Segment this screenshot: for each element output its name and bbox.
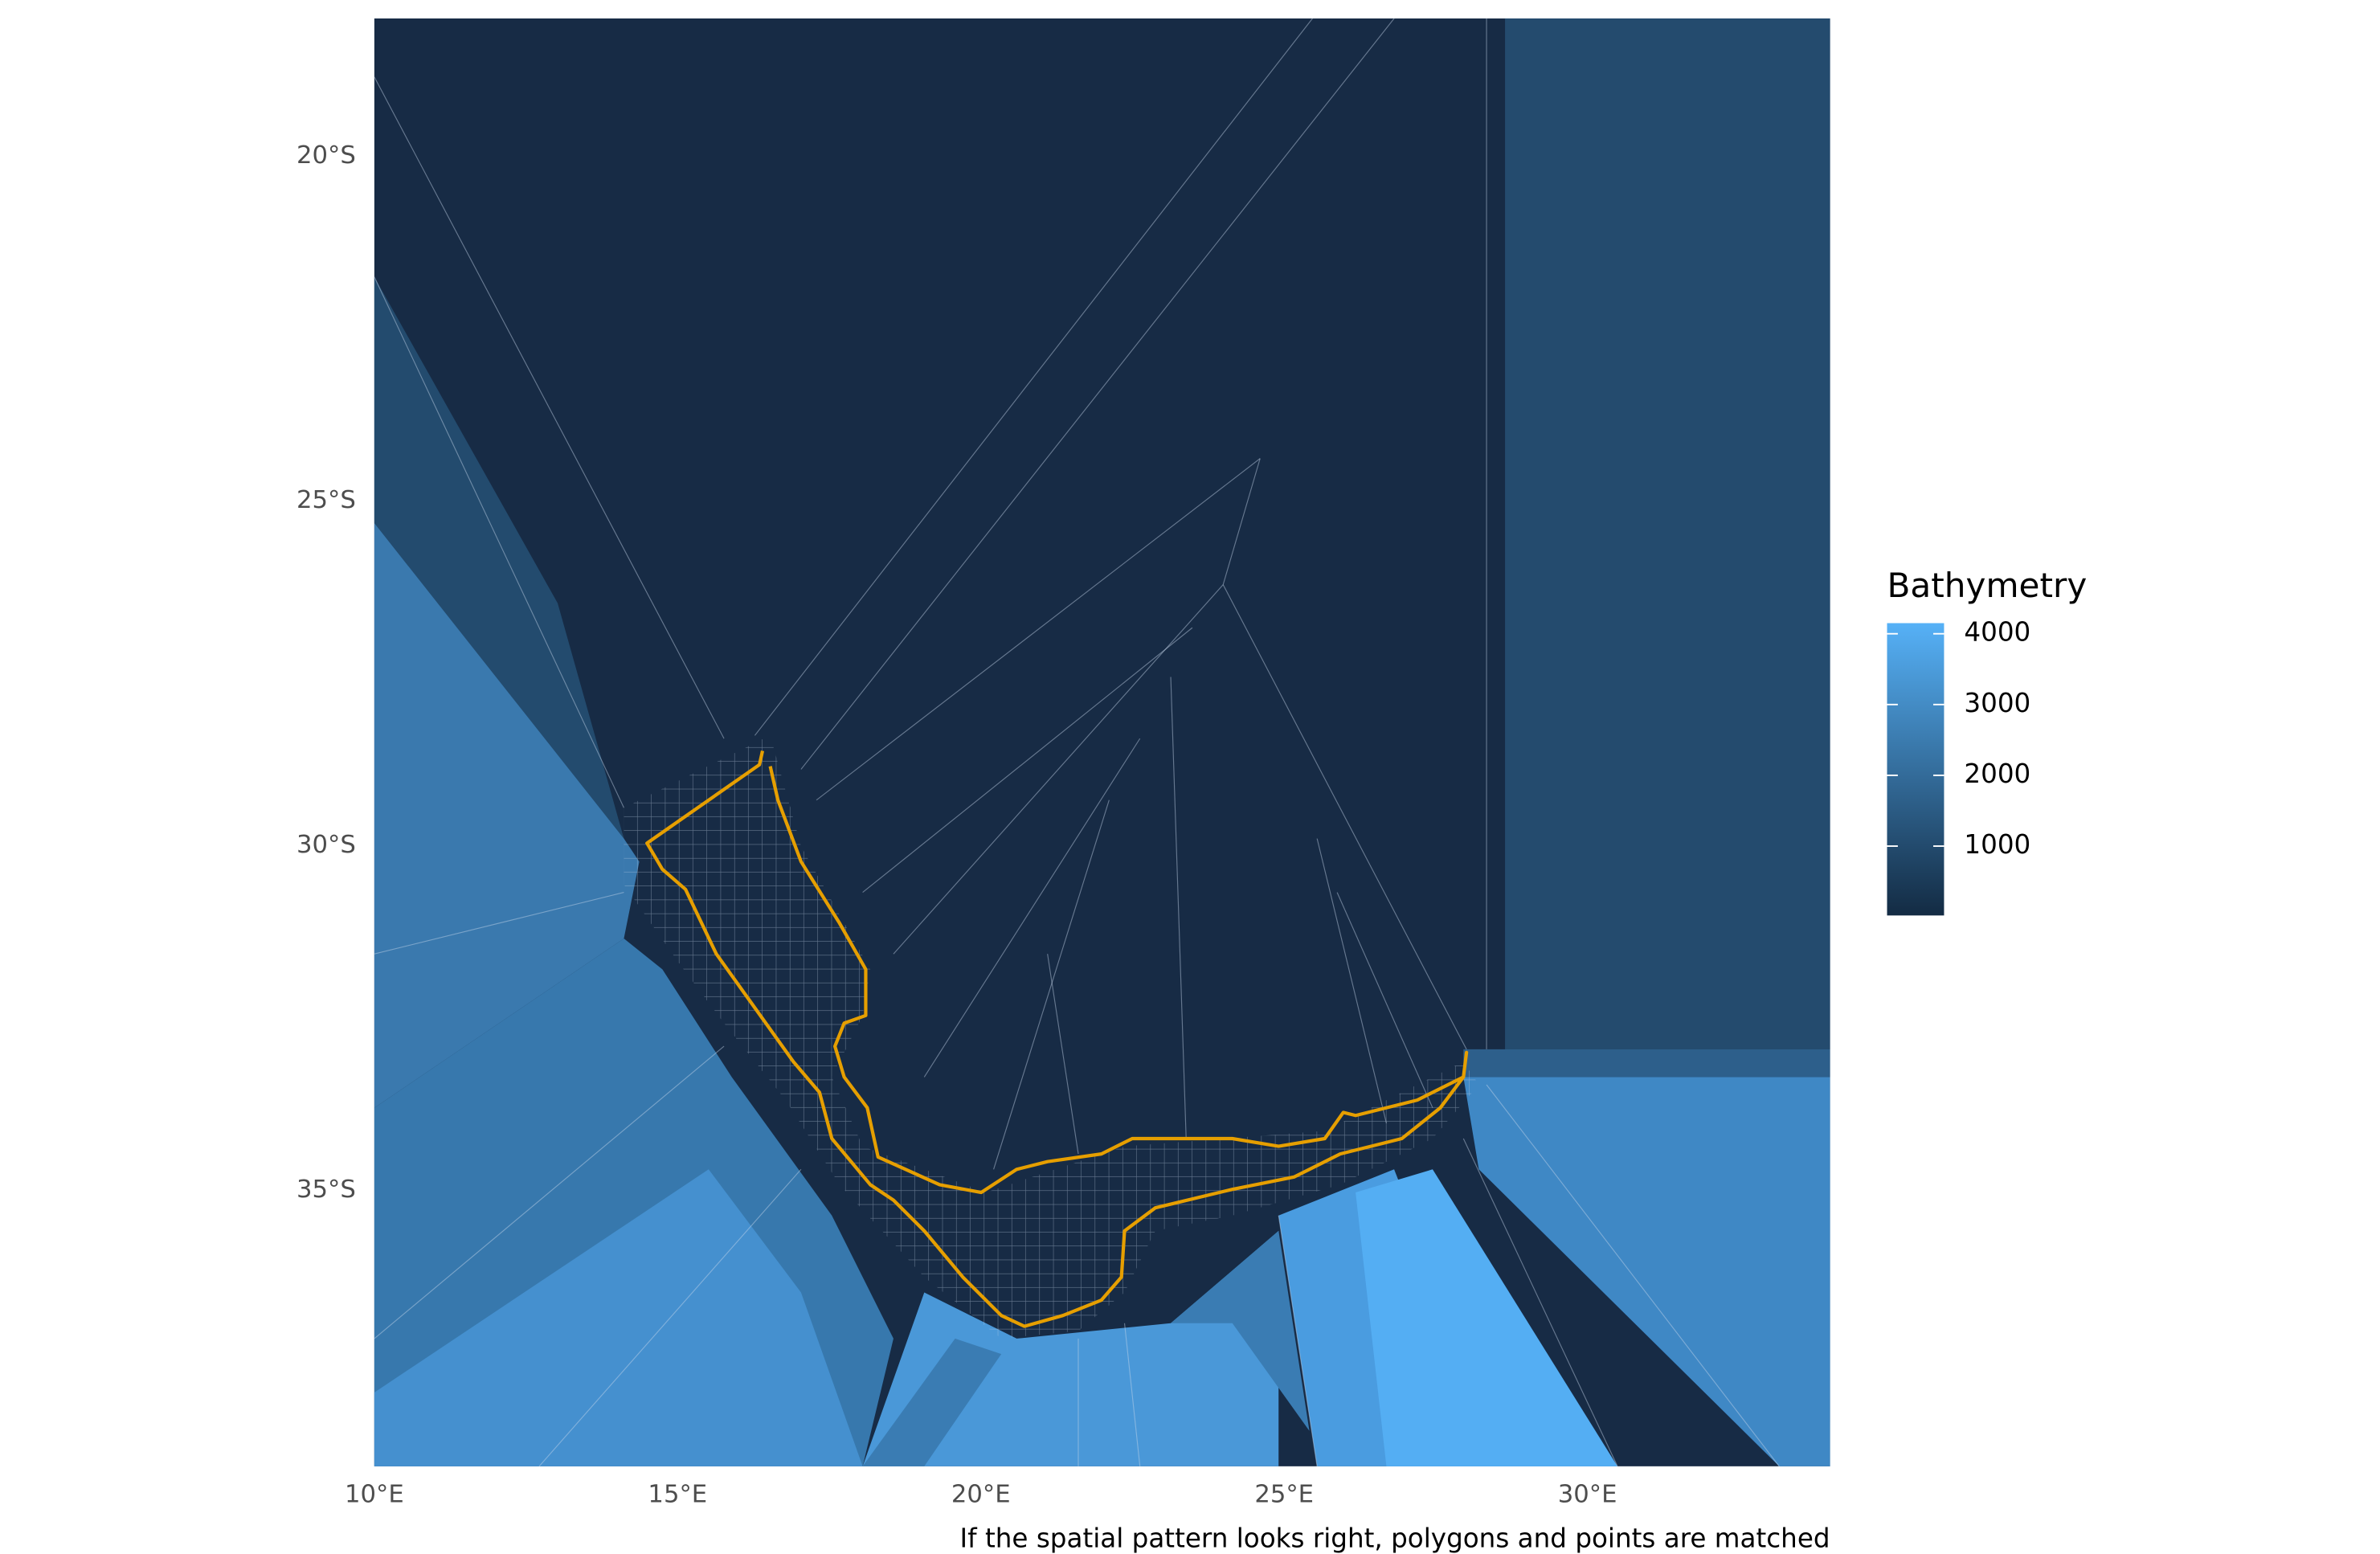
x-tick-label: 30°E	[1558, 1481, 1617, 1509]
legend-label: 2000	[1964, 759, 2030, 789]
coastline	[645, 750, 1469, 1328]
x-tick-label: 25°E	[1254, 1481, 1314, 1509]
x-tick-label: 15°E	[648, 1481, 707, 1509]
region	[862, 1338, 1002, 1466]
x-tick-label: 20°E	[951, 1481, 1011, 1509]
region	[1171, 1230, 1310, 1431]
region	[1505, 18, 1830, 1049]
caption: If the spatial pattern looks right, poly…	[960, 1523, 1830, 1554]
region	[374, 523, 640, 1108]
region	[1356, 1169, 1618, 1466]
legend-title: Bathymetry	[1887, 566, 2088, 605]
map-panel	[374, 18, 1830, 1467]
y-tick-label: 30°S	[296, 831, 356, 859]
legend-label: 4000	[1964, 617, 2030, 648]
legend-label: 3000	[1964, 688, 2030, 718]
x-tick-label: 10°E	[345, 1481, 404, 1509]
mesh	[624, 735, 1479, 1339]
y-tick-label: 35°S	[296, 1176, 356, 1204]
region	[374, 276, 624, 839]
legend-colorbar	[1887, 623, 1944, 916]
region	[1463, 1049, 1830, 1078]
y-tick-label: 20°S	[296, 141, 356, 170]
y-tick-label: 25°S	[296, 486, 356, 514]
voronoi-edges	[374, 18, 1780, 1467]
region	[374, 1169, 863, 1466]
region	[862, 1230, 1279, 1466]
region	[1463, 1077, 1830, 1466]
legend-label: 1000	[1964, 829, 2030, 860]
